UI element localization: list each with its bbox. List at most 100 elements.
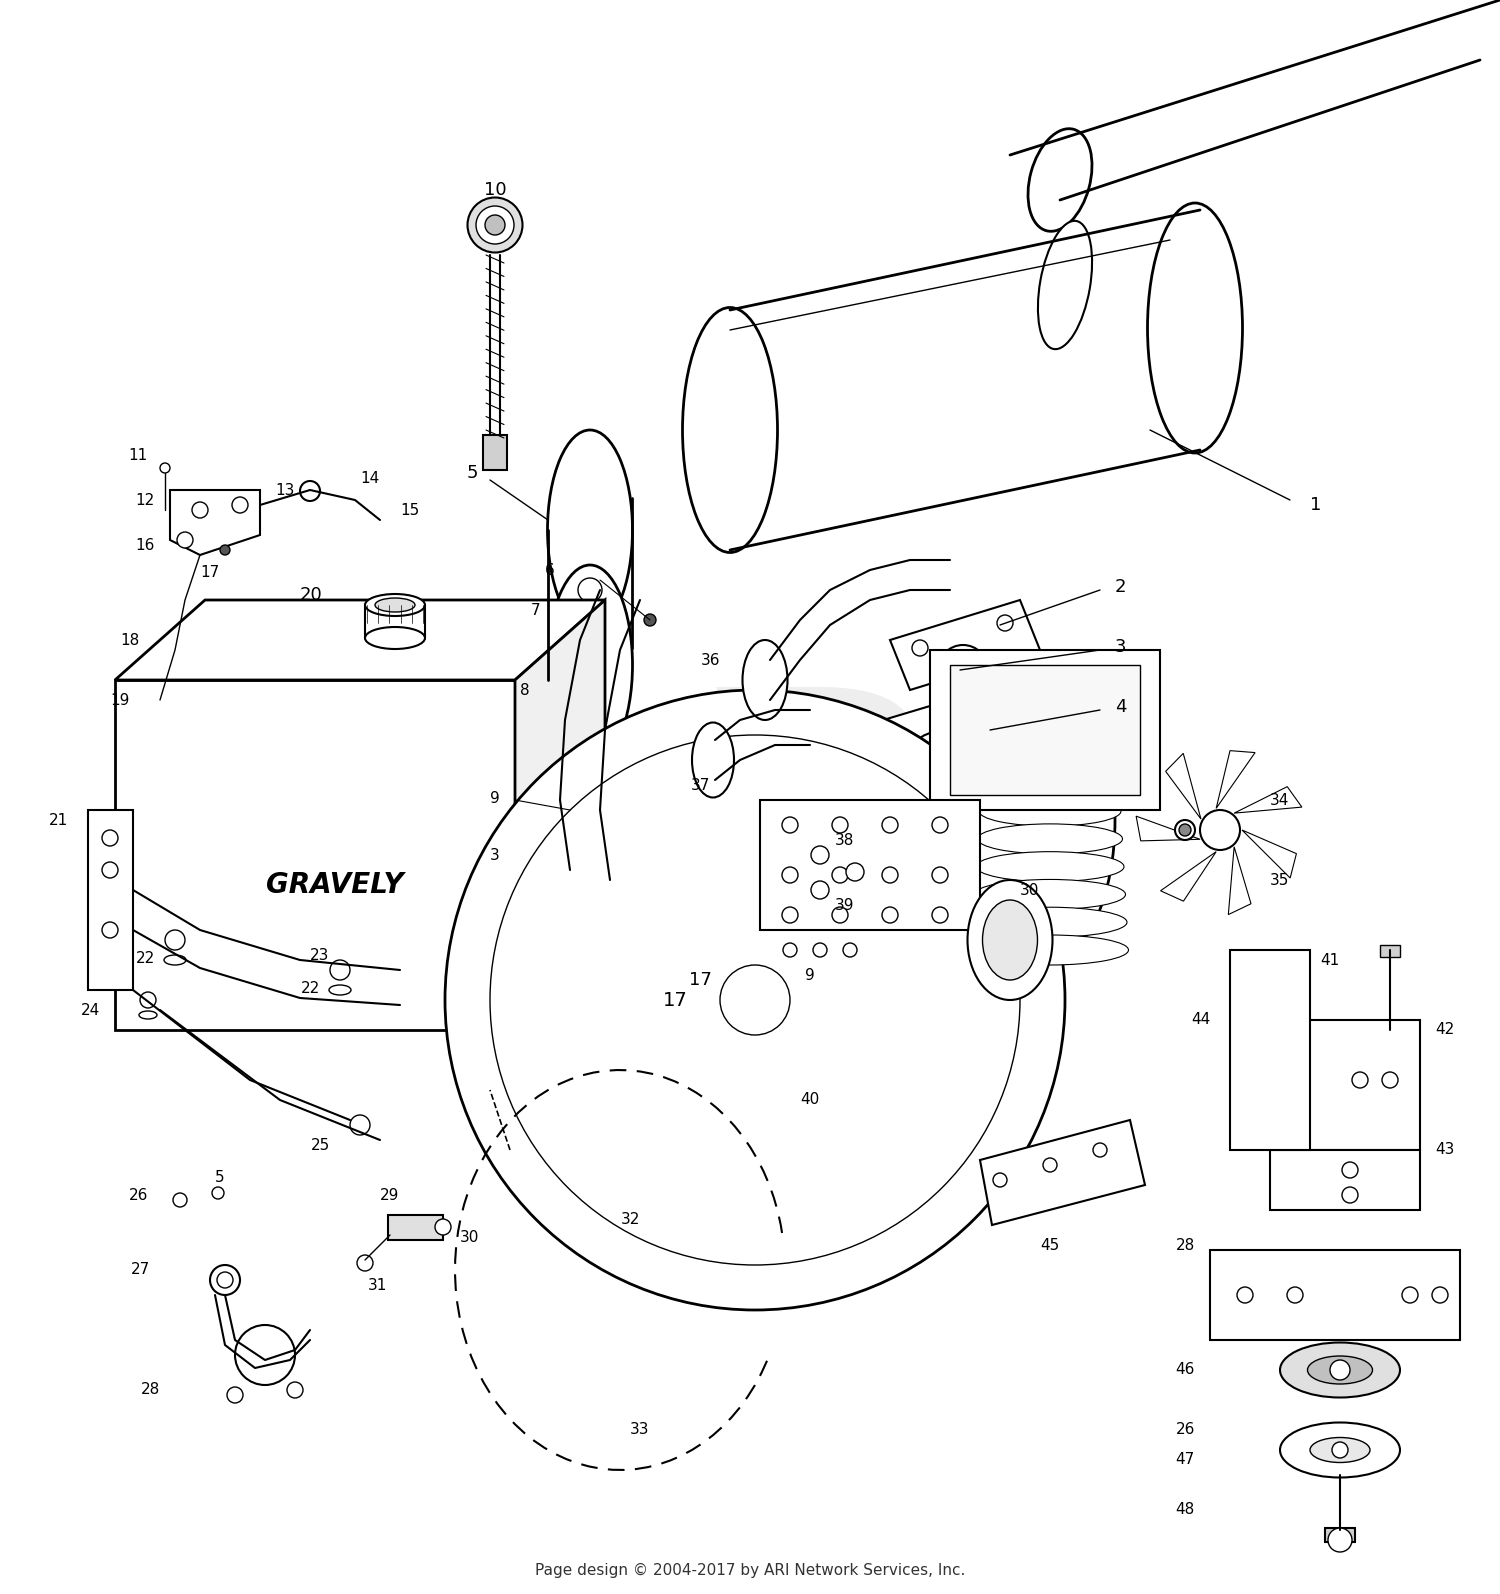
Text: 5: 5 [466,464,478,481]
Circle shape [938,646,988,695]
Text: 22: 22 [135,950,154,966]
Circle shape [782,818,798,834]
Polygon shape [116,599,604,681]
Circle shape [1382,1073,1398,1089]
Bar [1324,1529,1354,1541]
Text: 30: 30 [460,1231,480,1245]
Text: 48: 48 [1176,1503,1196,1517]
Circle shape [932,867,948,883]
Ellipse shape [375,598,416,612]
Text: GRAVELY: GRAVELY [266,870,404,899]
Ellipse shape [1028,129,1092,231]
Ellipse shape [1310,1438,1370,1463]
Circle shape [783,944,796,956]
Text: 10: 10 [483,182,507,199]
Text: 33: 33 [630,1422,650,1438]
Circle shape [833,818,848,834]
Circle shape [1042,1157,1058,1172]
Circle shape [882,818,898,834]
Text: 26: 26 [1176,1422,1196,1438]
Text: 26: 26 [129,1188,149,1202]
Text: 23: 23 [310,947,330,963]
Ellipse shape [986,685,1114,716]
Ellipse shape [981,768,1119,799]
Text: 13: 13 [274,483,294,497]
Text: 21: 21 [48,813,68,827]
Text: 6: 6 [546,563,555,577]
Text: 22: 22 [300,980,320,996]
Circle shape [712,834,728,846]
Text: 30: 30 [1020,883,1040,897]
Polygon shape [1270,1020,1420,1149]
Text: 16: 16 [135,537,154,553]
Text: 17: 17 [688,971,711,988]
Text: 2: 2 [1114,579,1126,596]
Circle shape [102,830,118,846]
Ellipse shape [982,741,1118,770]
Bar [116,681,514,1030]
Bar [950,665,1140,795]
Circle shape [578,579,602,603]
Polygon shape [850,685,1024,791]
Circle shape [140,991,156,1007]
Polygon shape [170,489,260,555]
Bar [388,1215,442,1240]
Text: 47: 47 [1176,1452,1196,1468]
Circle shape [1328,1529,1352,1553]
Ellipse shape [548,430,633,630]
Text: 25: 25 [310,1138,330,1152]
Ellipse shape [982,901,1038,980]
Text: 38: 38 [836,832,855,848]
Ellipse shape [976,851,1124,881]
Circle shape [843,944,856,956]
Bar [1230,950,1310,1149]
Text: 43: 43 [1436,1143,1455,1157]
Text: 37: 37 [690,778,709,792]
Ellipse shape [986,681,1114,960]
Text: 32: 32 [621,1213,639,1227]
Ellipse shape [236,1325,296,1385]
Circle shape [768,815,782,829]
Circle shape [446,690,1065,1310]
Text: 4: 4 [1114,698,1126,716]
Ellipse shape [164,955,186,964]
Text: 27: 27 [130,1262,150,1277]
Ellipse shape [1280,1342,1400,1398]
Circle shape [1402,1286,1417,1302]
Circle shape [330,960,350,980]
Text: 11: 11 [129,448,149,462]
Ellipse shape [364,595,424,615]
Circle shape [217,1272,232,1288]
Circle shape [982,709,1002,730]
Circle shape [813,944,826,956]
Text: 24: 24 [81,1003,100,1017]
Ellipse shape [692,722,734,797]
Circle shape [1292,1073,1308,1089]
Circle shape [812,846,830,864]
Ellipse shape [484,215,506,234]
Circle shape [644,614,656,626]
Circle shape [932,907,948,923]
Circle shape [1174,819,1196,840]
Text: 42: 42 [1436,1022,1454,1038]
Circle shape [932,818,948,834]
Circle shape [1352,1073,1368,1089]
Text: 46: 46 [1176,1363,1196,1377]
Circle shape [1342,1162,1358,1178]
Ellipse shape [978,824,1122,854]
Circle shape [300,481,320,501]
Polygon shape [1242,830,1296,878]
Text: 7: 7 [531,603,540,617]
Text: 9: 9 [490,791,500,805]
Text: 9: 9 [806,968,814,982]
Text: ARI: ARI [404,676,1096,1025]
Circle shape [1179,824,1191,835]
Bar [88,810,134,990]
Circle shape [1330,1360,1350,1380]
Ellipse shape [140,1011,158,1019]
Text: 17: 17 [663,990,687,1009]
Circle shape [1332,1443,1348,1459]
Text: 18: 18 [120,633,140,647]
Ellipse shape [742,641,788,720]
Text: 17: 17 [200,564,219,580]
